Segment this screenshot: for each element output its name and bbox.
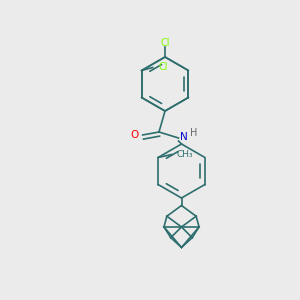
- Text: Cl: Cl: [158, 62, 168, 73]
- Text: O: O: [131, 130, 139, 140]
- Text: CH₃: CH₃: [176, 150, 193, 159]
- Text: H: H: [190, 128, 197, 138]
- Text: N: N: [180, 131, 188, 142]
- Text: Cl: Cl: [160, 38, 170, 49]
